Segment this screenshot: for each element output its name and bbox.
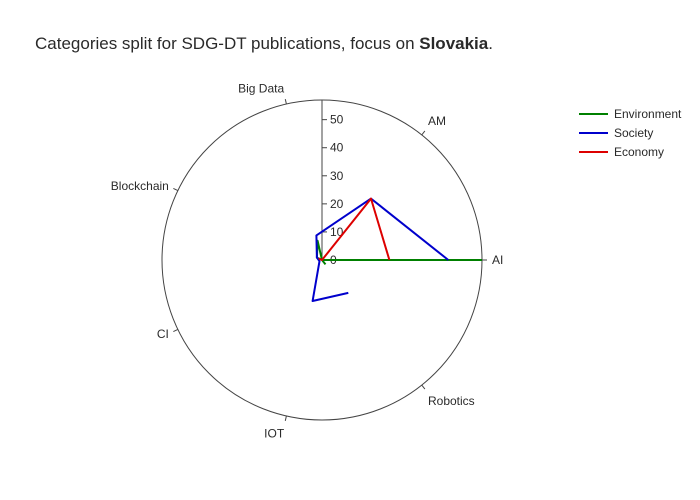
angular-tick (421, 384, 426, 390)
angular-tick (284, 415, 287, 421)
series-line-environment (315, 239, 482, 266)
category-label: CI (157, 327, 169, 341)
legend-label: Environment (614, 107, 682, 121)
category-label: AM (428, 114, 446, 128)
angular-tick (173, 328, 179, 333)
series-line-society (311, 197, 449, 302)
legend-label: Society (614, 126, 653, 140)
legend-label: Economy (614, 145, 664, 159)
radial-tick-label: 20 (330, 197, 344, 211)
chart-title: Categories split for SDG-DT publications… (35, 34, 493, 53)
radial-tick-label: 10 (330, 225, 344, 239)
category-label: Big Data (238, 81, 284, 95)
angular-tick (421, 130, 426, 136)
category-label: AI (492, 253, 503, 267)
radial-tick-label: 50 (330, 113, 344, 127)
series-line-economy (318, 197, 391, 261)
radial-tick-label: 40 (330, 141, 344, 155)
category-label: Robotics (428, 394, 475, 408)
radial-tick-label: 30 (330, 169, 344, 183)
category-label: Blockchain (111, 179, 169, 193)
category-label: IOT (264, 427, 285, 441)
angular-tick (284, 99, 287, 105)
angular-tick (173, 187, 179, 192)
